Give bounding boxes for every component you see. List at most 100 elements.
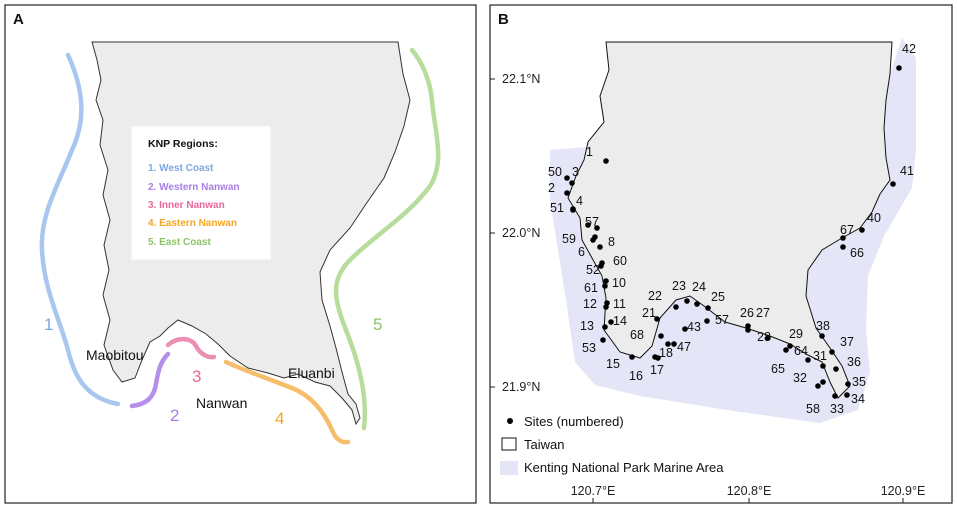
- legend-marine-text: Kenting National Park Marine Area: [524, 460, 724, 475]
- site-marker-61: [602, 283, 608, 289]
- site-marker-64: [805, 357, 811, 363]
- site-marker-41: [890, 181, 896, 187]
- legend-sites-text: Sites (numbered): [524, 414, 624, 429]
- site-marker-3: [569, 180, 575, 186]
- regions-legend-title: KNP Regions:: [148, 138, 218, 150]
- site-marker-13: [602, 324, 608, 330]
- site-marker-40: [859, 227, 865, 233]
- x-tick-120-7: 120.7°E: [571, 484, 616, 498]
- site-marker-67: [840, 235, 846, 241]
- legend-marine-symbol: [500, 461, 518, 475]
- site-label-10: 10: [612, 276, 626, 290]
- site-marker-51: [570, 207, 576, 213]
- y-tick-22-0: 22.0°N: [502, 226, 540, 240]
- site-label-26: 26: [740, 306, 754, 320]
- site-label-35: 35: [852, 375, 866, 389]
- site-marker-27: [745, 327, 751, 333]
- site-label-2: 2: [548, 181, 555, 195]
- place-eluanbi: Eluanbi: [288, 365, 335, 381]
- site-marker-18: [665, 341, 671, 347]
- site-marker-28: [765, 335, 771, 341]
- site-marker-26: [745, 323, 751, 329]
- site-label-58: 58: [806, 402, 820, 416]
- site-marker-10: [603, 278, 609, 284]
- y-tick-21-9: 21.9°N: [502, 380, 540, 394]
- site-marker-65: [783, 347, 789, 353]
- site-marker-33: [832, 393, 838, 399]
- site-marker-32: [820, 379, 826, 385]
- legend-item-inner-nanwan: 3. Inner Nanwan: [148, 200, 225, 211]
- region-number-3: 3: [192, 367, 201, 386]
- land-b: [567, 41, 893, 399]
- regions-legend: KNP Regions: 1. West Coast 2. Western Na…: [130, 125, 272, 261]
- region-4-line: [223, 359, 351, 445]
- site-label-51: 51: [550, 201, 564, 215]
- site-marker-7: [594, 225, 600, 231]
- y-tick-22-1: 22.1°N: [502, 72, 540, 86]
- site-label-3: 3: [572, 165, 579, 179]
- site-marker-17: [655, 355, 661, 361]
- site-marker-31: [820, 363, 826, 369]
- site-label-1: 1: [586, 145, 593, 159]
- site-label-7: 7: [592, 215, 599, 229]
- site-marker-21: [654, 316, 660, 322]
- site-marker-38: [819, 333, 825, 339]
- site-marker-59: [592, 234, 598, 240]
- site-label-5: 5: [585, 215, 592, 229]
- region-1-line: [39, 52, 121, 407]
- panel-a-label: A: [13, 11, 24, 28]
- site-label-11: 11: [613, 297, 626, 311]
- region-number-5: 5: [373, 315, 382, 334]
- place-maobitou: Maobitou: [86, 347, 144, 363]
- site-marker-37: [829, 349, 835, 355]
- panel-b-legend: Sites (numbered) Taiwan Kenting National…: [500, 414, 724, 475]
- site-label-17: 17: [650, 363, 664, 377]
- site-label-59: 59: [562, 232, 576, 246]
- site-label-15: 15: [606, 357, 620, 371]
- site-marker-29: [787, 343, 793, 349]
- site-label-47: 47: [677, 340, 691, 354]
- panel-b: B 22.1°N 22.0°N 21.9°N 120.7°E 120.8°E 1…: [489, 4, 953, 504]
- site-label-14: 14: [613, 314, 627, 328]
- region-number-1: 1: [44, 315, 53, 334]
- site-label-61: 61: [584, 281, 598, 295]
- site-marker-50: [564, 175, 570, 181]
- site-label-37: 37: [840, 335, 854, 349]
- legend-taiwan-symbol: [501, 437, 517, 451]
- site-label-24: 24: [692, 280, 706, 294]
- site-label-52: 52: [586, 263, 600, 277]
- site-marker-12: [603, 304, 609, 310]
- site-label-28: 28: [757, 330, 771, 344]
- site-marker-43: [682, 326, 688, 332]
- site-label-22: 22: [648, 289, 662, 303]
- site-label-67: 67: [840, 223, 854, 237]
- site-label-21: 21: [642, 306, 656, 320]
- site-label-34: 34: [851, 392, 865, 406]
- site-label-16: 16: [629, 369, 643, 383]
- site-label-27: 27: [756, 306, 770, 320]
- region-2-line: [129, 351, 171, 409]
- site-marker-53: [600, 337, 606, 343]
- panel-b-label: B: [498, 11, 509, 28]
- site-marker-8: [597, 244, 603, 250]
- site-label-32: 32: [793, 371, 807, 385]
- site-marker-5: [585, 222, 591, 228]
- site-marker-42: [896, 65, 902, 71]
- panel-a: A 1 2 3 4 5 Maobitou Nanwan Eluanbi KNP …: [4, 4, 477, 504]
- y-axis: 22.1°N 22.0°N 21.9°N: [490, 72, 540, 394]
- site-marker-68: [658, 333, 664, 339]
- region-5-line: [333, 47, 441, 431]
- site-marker-36: [833, 366, 839, 372]
- site-marker-35: [845, 381, 851, 387]
- site-marker-14: [608, 319, 614, 325]
- site-label-66: 66: [850, 246, 864, 260]
- site-label-38: 38: [816, 319, 830, 333]
- site-label-65: 65: [771, 362, 785, 376]
- legend-item-west-coast: 1. West Coast: [148, 163, 214, 174]
- site-label-57: 57: [715, 313, 729, 327]
- site-label-68: 68: [630, 328, 644, 342]
- site-marker-22: [673, 304, 679, 310]
- x-tick-120-8: 120.8°E: [727, 484, 772, 498]
